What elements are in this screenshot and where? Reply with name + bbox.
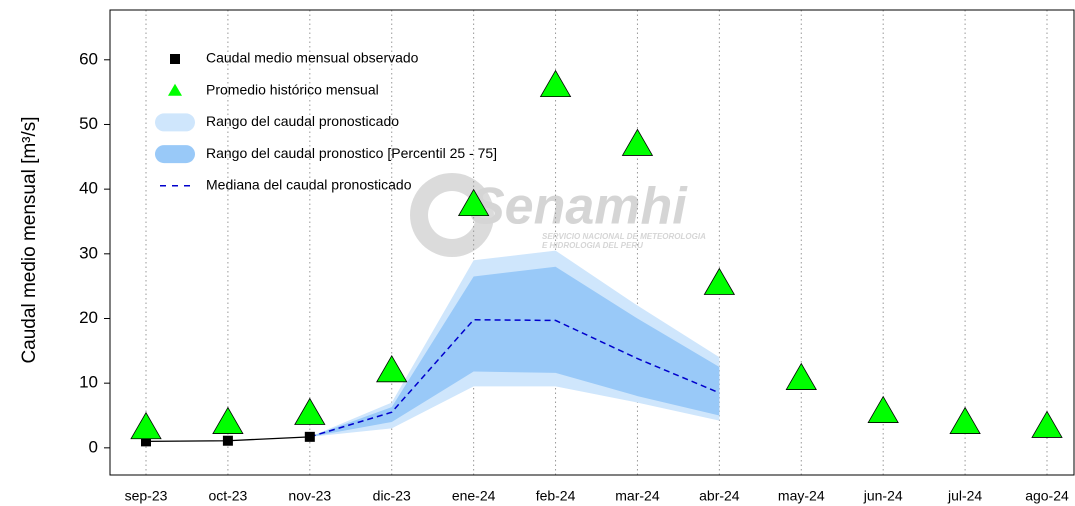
y-tick-label: 0 — [89, 437, 98, 456]
forecast-band — [309, 266, 720, 437]
square-marker — [222, 435, 233, 446]
y-tick-label: 10 — [79, 373, 98, 392]
x-tick-label: abr-24 — [699, 488, 740, 504]
triangle-marker — [785, 362, 817, 390]
y-tick-label: 30 — [79, 243, 98, 262]
x-tick-label: sep-23 — [125, 488, 168, 504]
triangle-marker — [949, 406, 981, 434]
legend-marker — [168, 83, 182, 96]
x-tick-label: jul-24 — [947, 488, 982, 504]
x-tick-label: dic-23 — [373, 488, 411, 504]
watermark-sub: SERVICIO NACIONAL DE METEOROLOGIA — [542, 232, 706, 241]
x-tick-label: ene-24 — [452, 488, 496, 504]
x-tick-label: feb-24 — [536, 488, 576, 504]
legend-label: Rango del caudal pronosticado — [206, 113, 399, 129]
legend-label: Caudal medio mensual observado — [206, 50, 419, 66]
x-tick-label: mar-24 — [615, 488, 660, 504]
y-tick-label: 60 — [79, 49, 98, 68]
plot-frame — [109, 9, 1075, 476]
triangle-marker — [539, 69, 572, 98]
watermark-text: Senamhi — [470, 178, 688, 236]
watermark: Senamhi SERVICIO NACIONAL DE METEOROLOGI… — [410, 173, 706, 257]
legend-label: Promedio histórico mensual — [206, 81, 379, 97]
legend-marker — [155, 145, 195, 164]
triangle-marker — [376, 355, 408, 383]
x-tick-label: nov-23 — [288, 488, 331, 504]
x-tick-label: ago-24 — [1025, 488, 1069, 504]
triangle-marker — [212, 406, 244, 434]
triangle-marker — [294, 397, 326, 425]
y-tick-label: 40 — [79, 179, 98, 198]
triangle-marker — [1031, 410, 1063, 438]
watermark-sun-core — [428, 191, 476, 239]
median-line — [309, 319, 720, 438]
square-marker — [304, 431, 315, 442]
y-tick-label: 20 — [79, 308, 98, 327]
legend-label: Rango del caudal pronostico [Percentil 2… — [206, 145, 497, 161]
triangle-marker — [867, 395, 899, 423]
y-tick-label: 50 — [79, 114, 98, 133]
x-tick-label: jun-24 — [863, 488, 903, 504]
legend-marker — [155, 113, 195, 132]
watermark-sub: E HIDROLOGIA DEL PERU — [542, 241, 643, 250]
x-tick-label: may-24 — [778, 488, 825, 504]
triangle-marker — [130, 411, 162, 440]
legend-marker — [170, 54, 180, 64]
square-marker — [141, 436, 151, 447]
y-axis-label: Caudal medio mensual [m³/s] — [19, 116, 40, 363]
triangle-marker — [703, 267, 736, 295]
triangle-marker — [621, 128, 654, 156]
legend-label: Mediana del caudal pronosticado — [206, 177, 412, 193]
triangle-marker — [457, 188, 490, 217]
x-tick-label: oct-23 — [208, 488, 247, 504]
